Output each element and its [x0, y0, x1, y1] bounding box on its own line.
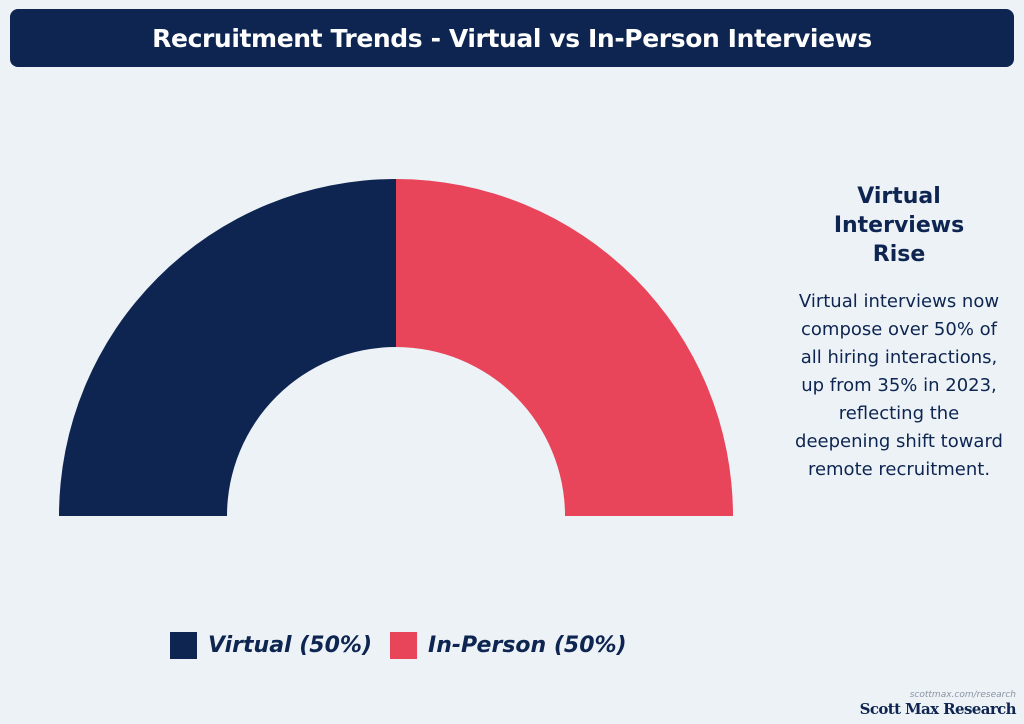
slice-virtual: [59, 179, 396, 516]
brand-name: Scott Max Research: [859, 700, 1017, 718]
side-panel: Virtual Interviews Rise Virtual intervie…: [790, 182, 1008, 484]
legend-swatch-virtual: [170, 632, 197, 659]
side-panel-heading: Virtual Interviews Rise: [833, 184, 965, 267]
legend-item-in-person: In-Person (50%): [390, 632, 627, 659]
chart-title: Recruitment Trends - Virtual vs In-Perso…: [152, 23, 872, 53]
chart-slices: [59, 179, 733, 516]
side-panel-body: Virtual interviews now compose over 50% …: [795, 291, 1003, 480]
title-bar: Recruitment Trends - Virtual vs In-Perso…: [10, 9, 1014, 67]
legend-label-virtual: Virtual (50%): [208, 633, 373, 658]
chart-legend: Virtual (50%) In-Person (50%): [170, 632, 645, 659]
legend-label-in-person: In-Person (50%): [428, 633, 627, 658]
brand-url: scottmax.com/research: [909, 690, 1016, 700]
brand-mark: scottmax.com/research Scott Max Research: [859, 690, 1017, 718]
legend-item-virtual: Virtual (50%): [170, 632, 372, 659]
legend-swatch-in-person: [390, 632, 418, 659]
slice-in-person: [396, 179, 733, 516]
